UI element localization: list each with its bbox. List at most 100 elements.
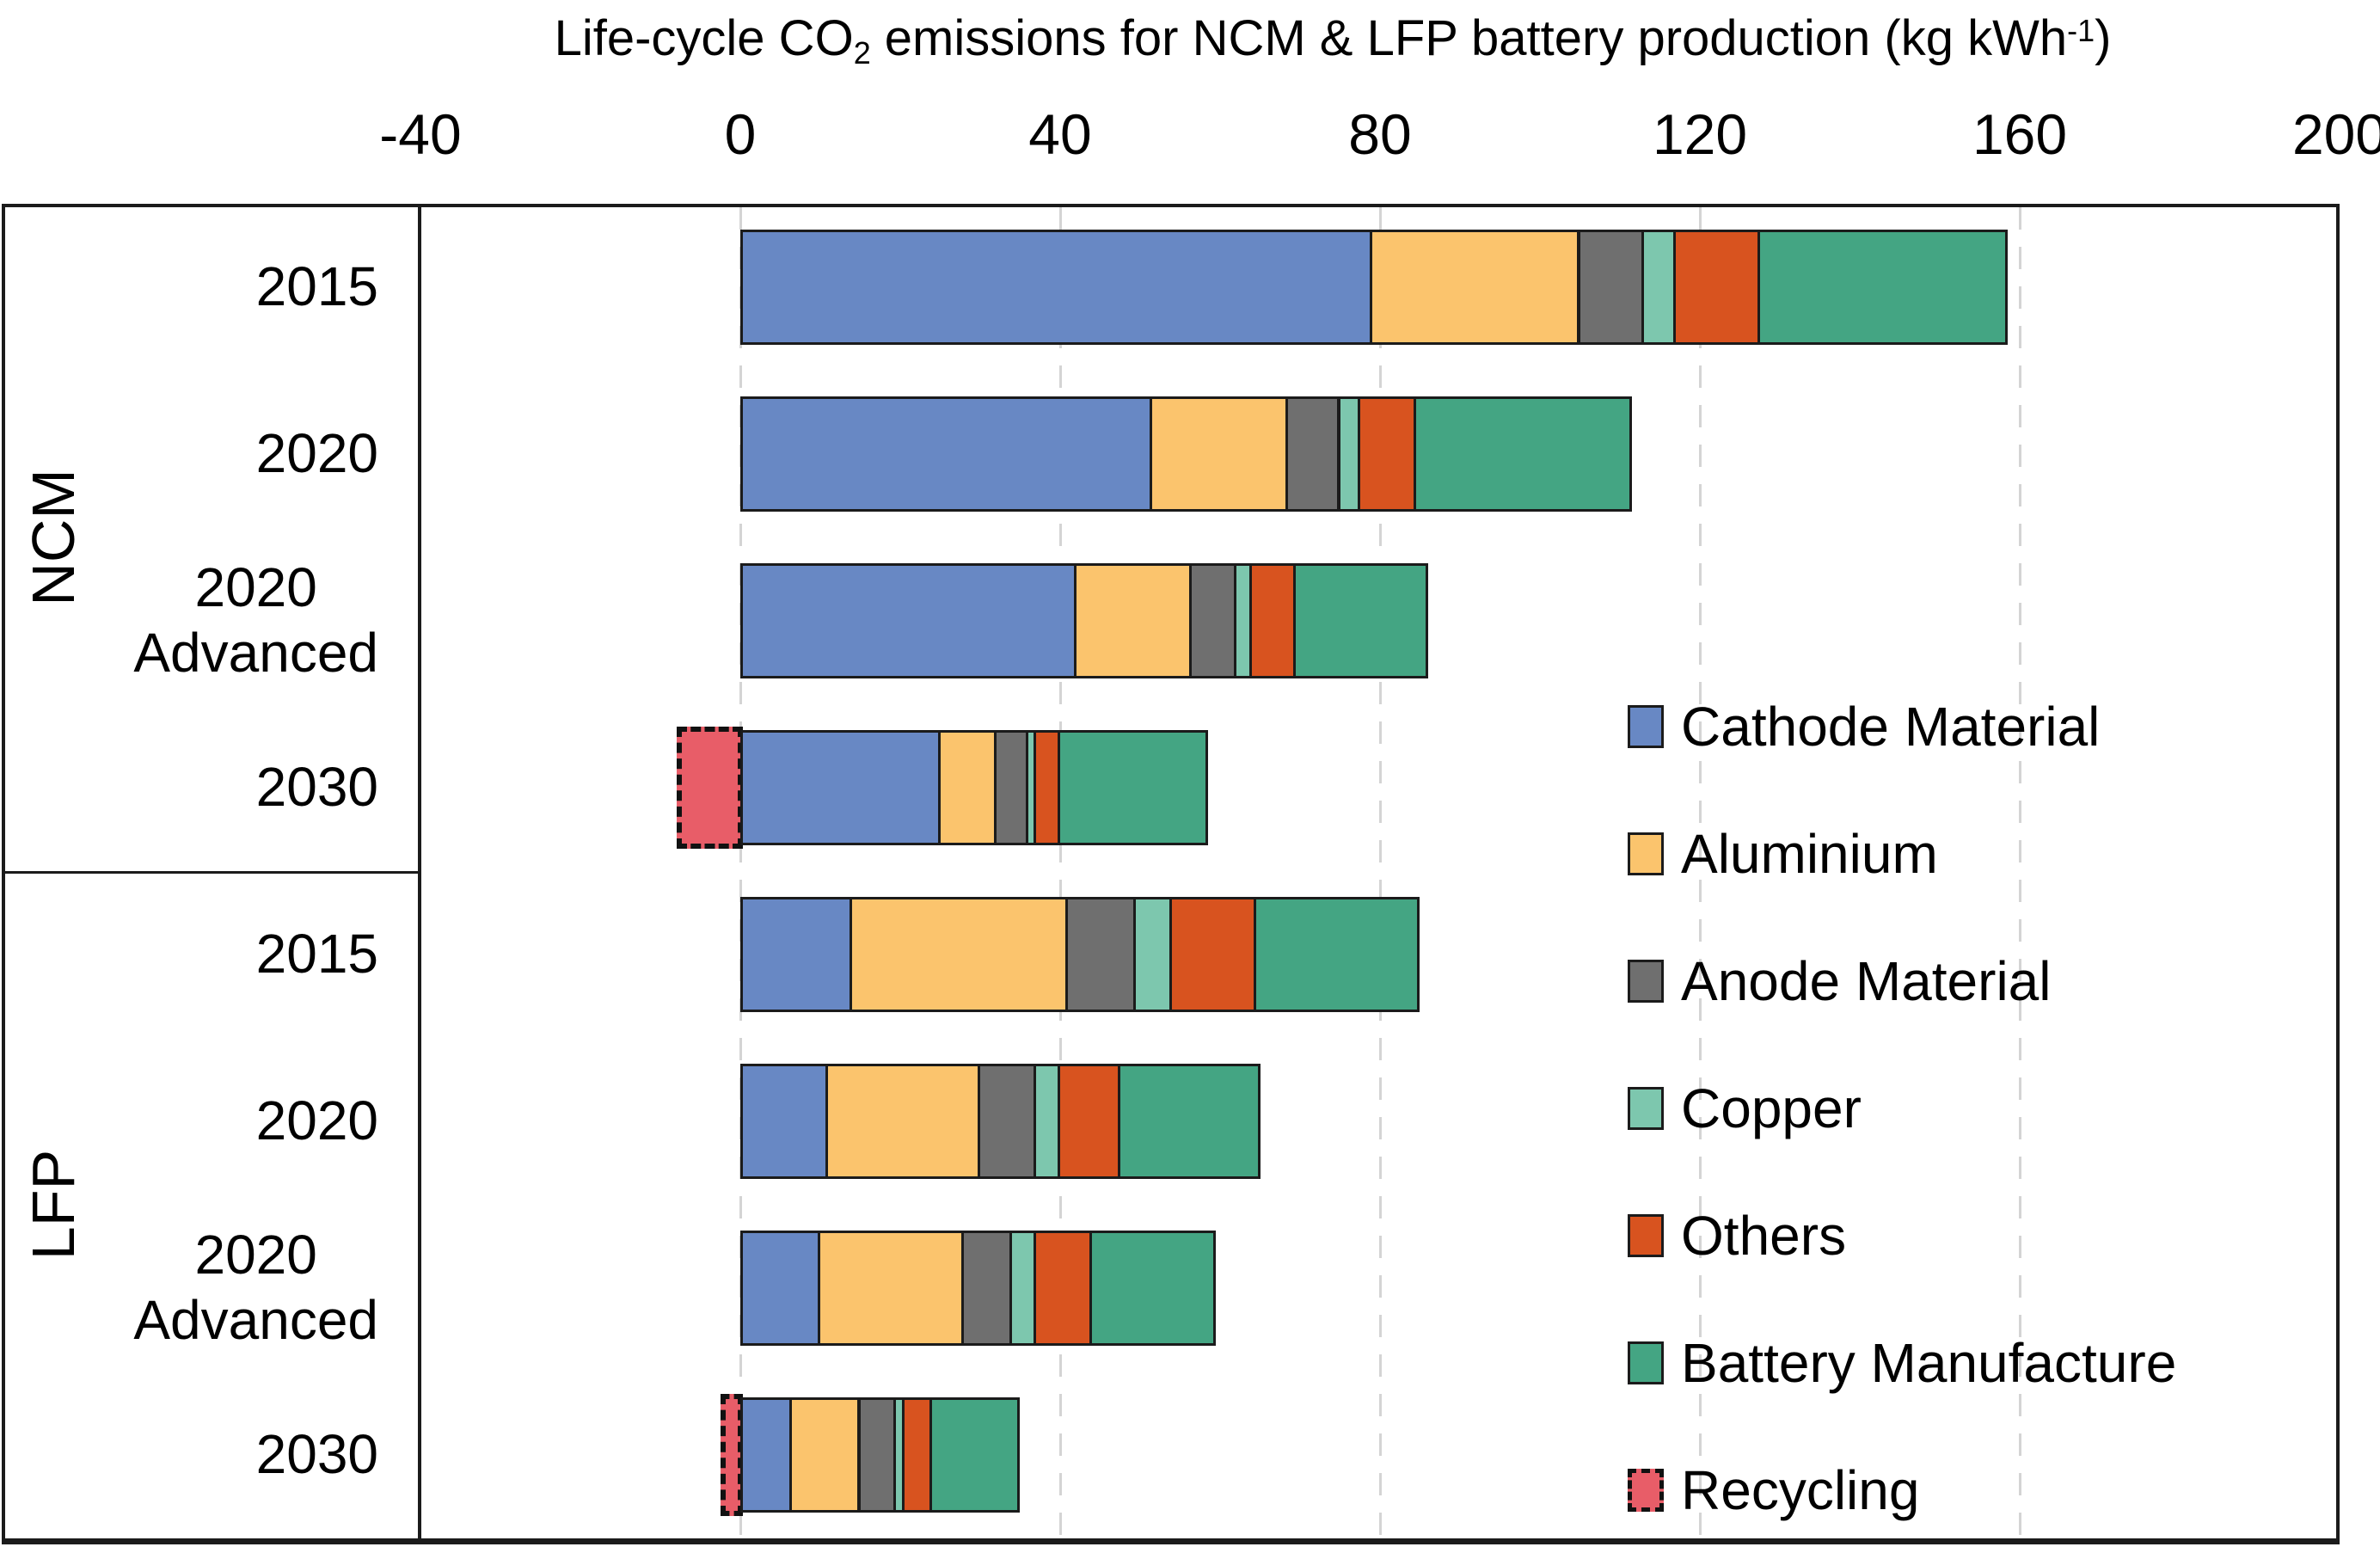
row-label-text: 2020 <box>255 1090 378 1152</box>
bar-segment-cathode-material <box>740 1397 793 1513</box>
chart-title: Life-cycle CO2 emissions for NCM & LFP b… <box>361 9 2304 71</box>
bar-segment-battery-manufacture <box>1293 563 1428 678</box>
gridline-0 <box>739 207 742 1538</box>
legend-label-recycling: Recycling <box>1681 1459 1920 1521</box>
bar-segment-aluminium <box>1073 563 1193 678</box>
bar-segment-others <box>1034 730 1060 845</box>
plot-border-right <box>2336 204 2340 1544</box>
bar-segment-battery-manufacture <box>1058 730 1209 845</box>
bar-segment-aluminium <box>1369 230 1580 345</box>
gridline-40 <box>1059 207 1062 1538</box>
group-divider <box>2 871 420 874</box>
bar-segment-recycling <box>720 1394 743 1516</box>
bar-segment-battery-manufacture <box>929 1397 1021 1513</box>
legend-swatch-recycling <box>1628 1469 1664 1512</box>
plot-border-bottom <box>2 1538 2340 1544</box>
row-label-ncm-2030: 2030 <box>34 704 378 871</box>
chart-title-text: emissions for NCM & LFP battery producti… <box>870 10 2068 66</box>
bar-segment-copper <box>1641 230 1677 345</box>
bar-segment-aluminium <box>825 1064 980 1179</box>
row-label-text: 2020 Advanced <box>133 556 378 684</box>
bar-segment-others <box>1249 563 1297 678</box>
chart-title-text: Life-cycle CO <box>554 10 854 66</box>
row-label-lfp-2015: 2015 <box>34 871 378 1038</box>
bar-segment-battery-manufacture <box>1253 897 1420 1012</box>
bar-segment-others <box>901 1397 933 1513</box>
bar-segment-battery-manufacture <box>1089 1231 1217 1346</box>
bar-segment-anode-material <box>961 1231 1013 1346</box>
bar-segment-battery-manufacture <box>1413 396 1632 512</box>
bar-segment-recycling <box>676 727 743 849</box>
legend-swatch-others <box>1628 1214 1664 1257</box>
bar-segment-battery-manufacture <box>1117 1064 1261 1179</box>
legend-swatch-battery-manufacture <box>1628 1341 1664 1384</box>
legend-item-aluminium: Aluminium <box>1628 822 1938 886</box>
bar-segment-aluminium <box>818 1231 965 1346</box>
legend-swatch-cathode-material <box>1628 705 1664 748</box>
legend-label-aluminium: Aluminium <box>1681 823 1938 885</box>
group-label-ncm: NCM <box>20 469 87 606</box>
bar-segment-anode-material <box>857 1397 897 1513</box>
row-label-ncm-2015: 2015 <box>34 204 378 371</box>
chart-title-superscript: -1 <box>2067 12 2095 48</box>
legend-label-others: Others <box>1681 1205 1847 1267</box>
x-tick-label-200: 200 <box>2291 102 2380 166</box>
bar-segment-anode-material <box>1065 897 1137 1012</box>
bar-segment-anode-material <box>1189 563 1236 678</box>
x-tick-label-0: 0 <box>724 102 757 166</box>
bar-segment-copper <box>1009 1231 1037 1346</box>
bar-segment-cathode-material <box>740 230 1372 345</box>
row-label-lfp-2020-advanced: 2020 Advanced <box>34 1205 378 1372</box>
row-label-lfp-2030: 2030 <box>34 1372 378 1538</box>
bar-segment-anode-material <box>1577 230 1644 345</box>
bar-segment-anode-material <box>1285 396 1340 512</box>
bar-segment-cathode-material <box>740 1064 829 1179</box>
x-tick-label--40: -40 <box>379 102 462 166</box>
x-tick-label-40: 40 <box>1028 102 1092 166</box>
row-label-text: 2015 <box>255 923 378 985</box>
row-label-ncm-2020-advanced: 2020 Advanced <box>34 537 378 704</box>
legend-label-cathode-material: Cathode Material <box>1681 696 2101 758</box>
legend-item-anode-material: Anode Material <box>1628 949 2051 1013</box>
row-label-text: 2020 <box>255 422 378 485</box>
x-tick-label-80: 80 <box>1348 102 1412 166</box>
bar-segment-anode-material <box>993 730 1028 845</box>
bar-segment-others <box>1034 1231 1093 1346</box>
chart-title-text: ) <box>2095 10 2112 66</box>
legend-item-battery-manufacture: Battery Manufacture <box>1628 1331 2176 1395</box>
row-label-ncm-2020: 2020 <box>34 371 378 537</box>
legend-label-copper: Copper <box>1681 1077 1862 1139</box>
legend-item-copper: Copper <box>1628 1077 1862 1140</box>
bar-segment-copper <box>1034 1064 1060 1179</box>
bar-segment-others <box>1058 1064 1120 1179</box>
legend-item-recycling: Recycling <box>1628 1458 1919 1522</box>
row-label-text: 2020 Advanced <box>133 1224 378 1351</box>
bar-segment-cathode-material <box>740 897 853 1012</box>
bar-segment-cathode-material <box>740 563 1077 678</box>
gridline-160 <box>2019 207 2021 1538</box>
plot-border-top <box>2 204 2340 207</box>
legend-item-cathode-material: Cathode Material <box>1628 695 2100 758</box>
bar-segment-anode-material <box>978 1064 1037 1179</box>
bar-segment-others <box>1357 396 1416 512</box>
bar-segment-aluminium <box>850 897 1069 1012</box>
group-label-lfp: LFP <box>20 1149 87 1261</box>
chart-title-subscript: 2 <box>853 35 871 71</box>
legend-swatch-copper <box>1628 1087 1664 1130</box>
gridline-80 <box>1379 207 1382 1538</box>
bar-segment-others <box>1169 897 1256 1012</box>
bar-segment-copper <box>1337 396 1360 512</box>
gridline-120 <box>1699 207 1702 1538</box>
bar-segment-others <box>1673 230 1760 345</box>
row-label-lfp-2020: 2020 <box>34 1038 378 1205</box>
bar-segment-aluminium <box>937 730 997 845</box>
bar-segment-copper <box>1133 897 1173 1012</box>
bar-segment-cathode-material <box>740 1231 820 1346</box>
row-label-text: 2015 <box>255 255 378 318</box>
legend-label-battery-manufacture: Battery Manufacture <box>1681 1332 2177 1394</box>
legend-swatch-aluminium <box>1628 832 1664 875</box>
figure-border-left <box>2 204 5 1544</box>
legend-item-others: Others <box>1628 1204 1846 1268</box>
x-tick-label-120: 120 <box>1652 102 1748 166</box>
